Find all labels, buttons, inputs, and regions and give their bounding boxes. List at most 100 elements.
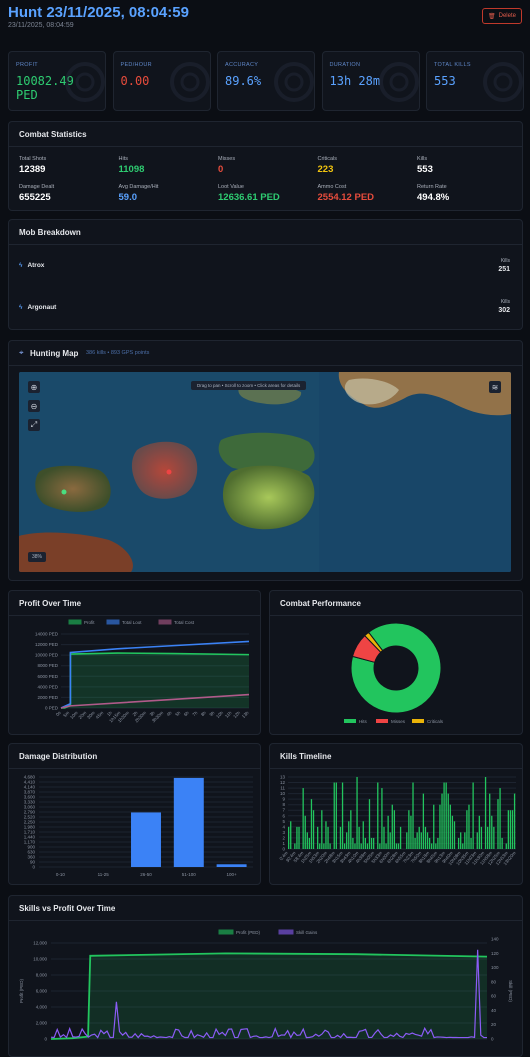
bar (366, 843, 369, 849)
bar (431, 843, 433, 849)
x-tick-label: 11h (224, 710, 233, 719)
bar (509, 810, 512, 849)
stat-label: PED/HOUR (120, 62, 152, 68)
y-tick-label-right: 120 (491, 951, 499, 956)
zoom-out-button[interactable]: ⊖ (28, 400, 40, 412)
skills-profit-panel: Skills vs Profit Over Time Profit (PED) S… (8, 895, 523, 1057)
bar (493, 826, 495, 849)
y-tick-label: 9 (282, 797, 285, 802)
zoom-level: 38% (28, 552, 47, 562)
panel-title: Hunting Map (30, 349, 79, 358)
bar (449, 804, 451, 849)
hunting-map-panel: ⌖ Hunting Map 386 kills • 893 GPS points… (8, 340, 523, 581)
legend-label: Profit (84, 620, 95, 625)
card-decoration-icon (65, 62, 105, 102)
bar (395, 843, 398, 849)
bar (466, 810, 468, 849)
bar (362, 821, 364, 849)
bar (381, 788, 383, 849)
y-tick-label: 4 (282, 824, 285, 829)
stat-value: 10082.49 PED (16, 74, 74, 102)
kills-chart: 1312111098765432100:4m30:4m58:4m1h25m1h5… (278, 775, 516, 867)
bar (379, 843, 381, 849)
bar (462, 843, 464, 849)
y-tick-label: 4,680 (24, 775, 36, 780)
bar (501, 837, 503, 849)
y-tick-label: 2 (282, 835, 285, 840)
y-tick-label: 4,140 (24, 785, 36, 790)
bar (499, 788, 501, 849)
bar (414, 837, 416, 849)
combat-stat-value: 12389 (19, 164, 46, 175)
island (19, 532, 133, 572)
stat-label: PROFIT (16, 62, 38, 68)
bar (457, 837, 460, 849)
y-tick-label: 13 (280, 775, 286, 780)
y-tick-label: 630 (27, 850, 35, 855)
bar (470, 837, 472, 849)
legend-label: Skill Gains (296, 930, 318, 935)
bar (298, 826, 300, 849)
bar (327, 826, 329, 849)
combat-stat-value: 553 (417, 164, 433, 175)
bar (406, 832, 408, 849)
stat-label: TOTAL KILLS (434, 62, 471, 68)
y-tick-label: 0 PED (45, 706, 59, 711)
bar (418, 826, 420, 849)
combat-stat: Criticals 223 (318, 156, 338, 175)
combat-stat-label: Total Shots (19, 156, 47, 162)
y-tick-label: 11 (280, 786, 285, 791)
y-tick-label: 12000 PED (35, 642, 59, 647)
x-tick-label: 7h (191, 710, 198, 717)
bar (339, 826, 342, 849)
bar (478, 815, 480, 849)
x-tick-label: 11-25 (98, 872, 110, 877)
card-decoration-icon (378, 62, 419, 102)
bar (360, 843, 362, 849)
bar (288, 826, 290, 849)
x-tick-label: 4h (166, 710, 173, 717)
y-tick-label: 1 (282, 841, 285, 846)
x-tick-label: 26-50 (140, 872, 152, 877)
x-tick-label: 10m (69, 710, 79, 720)
zoom-in-button[interactable]: ⊕ (28, 381, 40, 393)
x-tick-label: 20m (78, 710, 88, 720)
map-canvas[interactable]: Drag to pan • Scroll to zoom • Click are… (19, 372, 511, 572)
damage-distribution-panel: Damage Distribution 4,680 4,410 4,140 3,870… (8, 743, 261, 885)
map-info: 386 kills • 893 GPS points (86, 350, 150, 356)
bar (368, 799, 371, 849)
y-tick-label: 4000 PED (37, 684, 58, 689)
combat-stat-label: Ammo Cost (317, 184, 347, 190)
y-tick-label-left: 2,000 (36, 1021, 48, 1026)
bar (321, 810, 323, 849)
skills-chart: Profit (PED) Skill Gains 12,000 10,000 8,000… (19, 929, 513, 1042)
mob-name: Argonaut (27, 304, 57, 311)
y-tick-label-left: 8,000 (36, 973, 48, 978)
total-cost-line (60, 693, 250, 709)
bar (364, 837, 366, 849)
y-tick-label: 8 (282, 802, 285, 807)
combat-stat-value: 11098 (118, 164, 145, 175)
delete-button[interactable]: 🗑 Delete (482, 8, 522, 24)
bar (491, 815, 493, 849)
y-tick-label-right: 140 (491, 937, 499, 942)
legend-label: Total Loot (122, 620, 142, 625)
panel-title: Damage Distribution (19, 752, 98, 761)
profit-line (50, 952, 488, 1040)
bar (445, 782, 447, 849)
bar (408, 810, 410, 849)
layers-button[interactable]: ≋ (489, 381, 501, 393)
bar (317, 826, 319, 849)
panel-title: Combat Performance (280, 599, 361, 608)
bar (399, 826, 402, 849)
bar (310, 799, 313, 849)
x-tick-label: 3h (149, 710, 156, 717)
y-tick-label-right: 40 (491, 1008, 497, 1013)
bar (354, 843, 356, 849)
y-tick-label: 6000 PED (37, 674, 58, 679)
x-tick-label: 0s (55, 710, 62, 717)
legend-swatch (158, 619, 172, 625)
fullscreen-button[interactable]: ⤢ (28, 419, 40, 431)
y-axis-label: Profit (PED) (19, 979, 24, 1004)
profit-over-time-panel: Profit Over Time Profit Total Loot Total C… (8, 590, 261, 735)
